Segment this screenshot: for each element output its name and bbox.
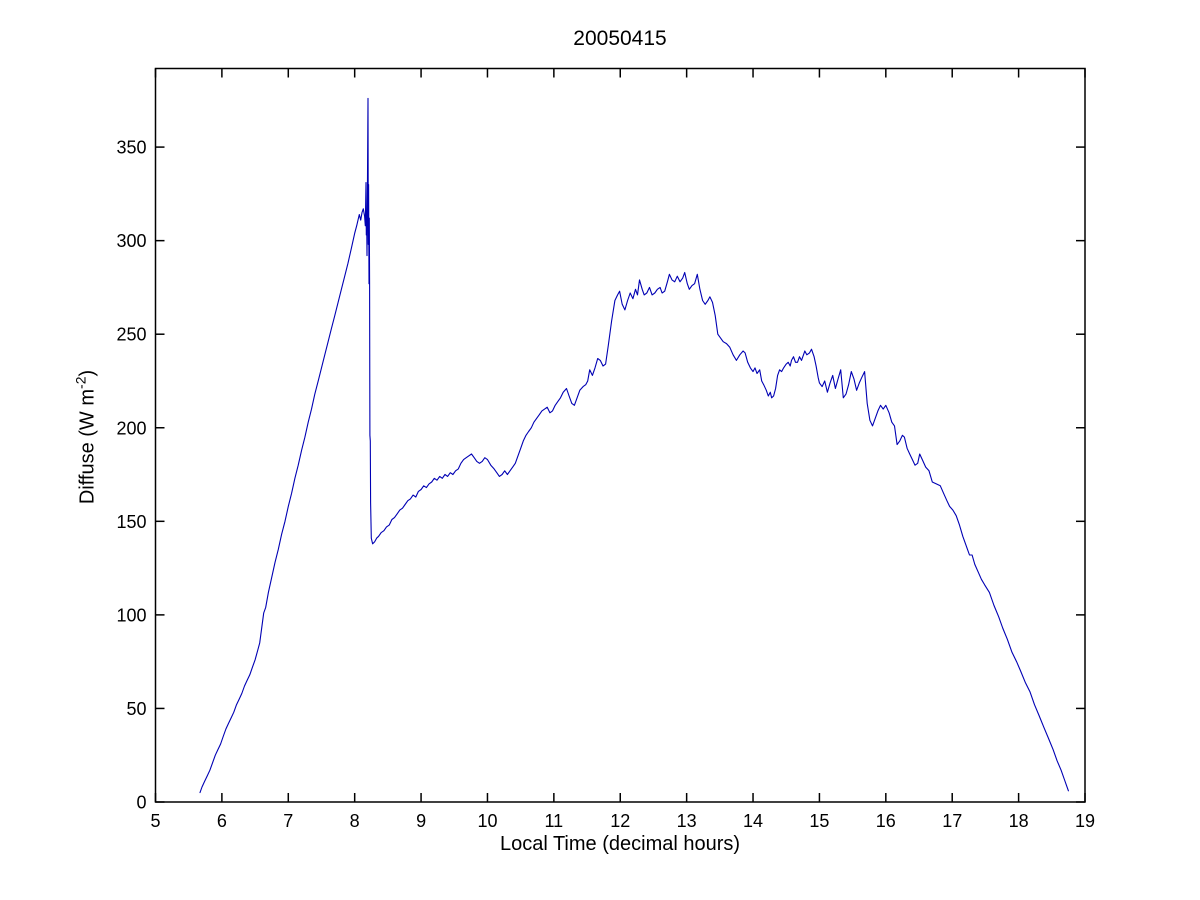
y-tick-label: 350 — [116, 138, 146, 158]
x-tick-label: 15 — [809, 811, 829, 831]
x-tick-label: 7 — [283, 811, 293, 831]
y-axis-label-post: ) — [76, 369, 99, 377]
y-axis-label-superscript: -2 — [72, 376, 89, 389]
y-tick-label: 150 — [116, 512, 146, 532]
y-tick-label: 250 — [116, 325, 146, 345]
data-line-diffuse_irradiance — [199, 97, 1069, 794]
x-axis-label: Local Time (decimal hours) — [499, 833, 741, 855]
x-tick-label: 6 — [217, 811, 227, 831]
x-tick-label: 11 — [545, 811, 564, 831]
x-tick-label: 10 — [477, 811, 497, 831]
y-axis-label: Diffuse (W m-2) — [73, 370, 100, 504]
y-tick-label: 300 — [116, 231, 146, 251]
chart-title: 20050415 — [573, 27, 667, 50]
y-tick-label: 100 — [116, 605, 146, 625]
x-tick-label: 13 — [677, 811, 697, 831]
y-axis-label-pre: Diffuse (W m — [76, 388, 99, 505]
x-tick-label: 12 — [610, 811, 630, 831]
y-tick-label: 200 — [116, 418, 146, 438]
x-tick-label: 14 — [743, 811, 763, 831]
y-tick-label: 50 — [126, 699, 146, 719]
x-tick-label: 16 — [876, 811, 896, 831]
y-tick-label: 0 — [136, 793, 146, 813]
x-tick-label: 17 — [942, 811, 962, 831]
axes-box — [154, 67, 1086, 803]
x-tick-label: 8 — [350, 811, 360, 831]
x-tick-label: 19 — [1075, 811, 1095, 831]
x-tick-label: 18 — [1009, 811, 1029, 831]
x-tick-label: 5 — [150, 811, 160, 831]
x-tick-label: 9 — [416, 811, 426, 831]
